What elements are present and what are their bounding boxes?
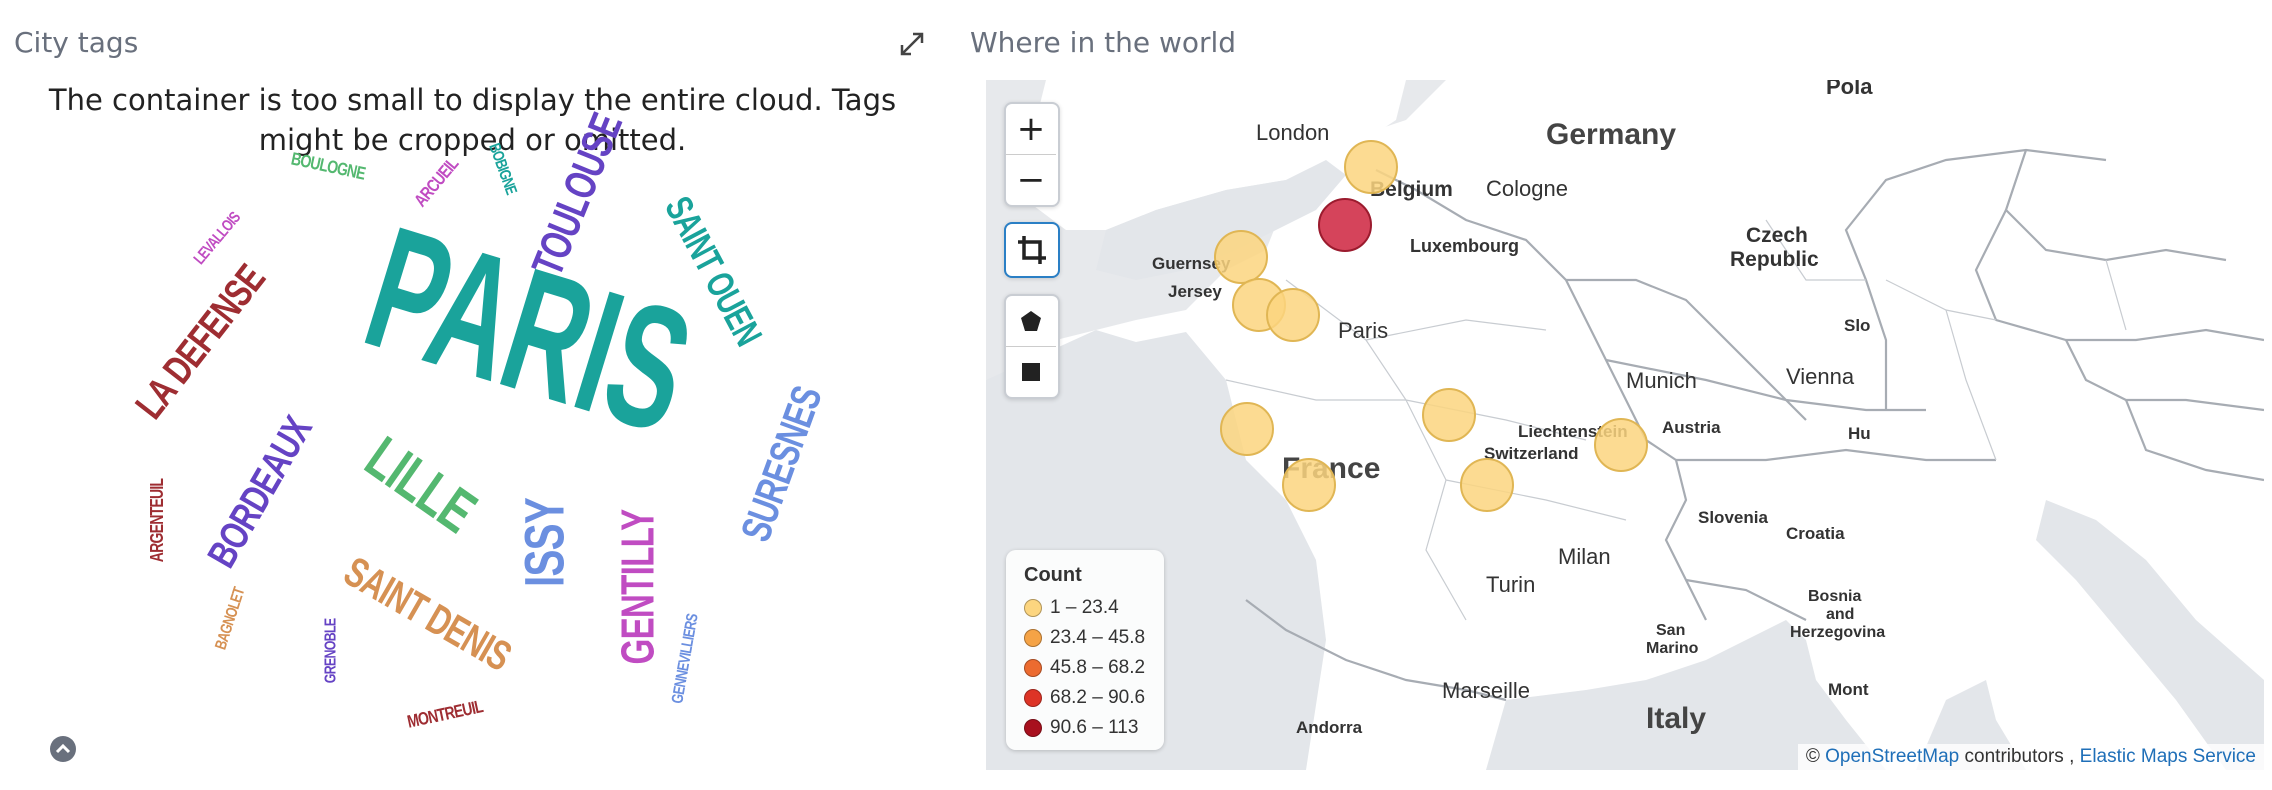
label-paris: Paris: [1338, 318, 1389, 343]
legend-item: 68.2 – 90.6: [1024, 683, 1164, 713]
attribution-contributors: contributors: [1964, 746, 2064, 767]
legend-swatch: [1024, 659, 1042, 677]
legend-label: 1 – 23.4: [1050, 597, 1119, 618]
zoom-control: + −: [1004, 102, 1060, 207]
legend-label: 23.4 – 45.8: [1050, 627, 1146, 648]
label-switzerland: Switzerland: [1484, 444, 1579, 463]
map-circle[interactable]: [1214, 230, 1268, 284]
label-turin: Turin: [1486, 572, 1536, 597]
map-circle[interactable]: [1344, 140, 1398, 194]
legend-swatch: [1024, 689, 1042, 707]
label-mont: Mont: [1828, 680, 1869, 699]
draw-polygon-button[interactable]: [1006, 296, 1056, 346]
coordinate-map[interactable]: London Germany Belgium Cologne Luxembour…: [986, 80, 2264, 770]
attribution-separator: ,: [2069, 746, 2075, 767]
legend-swatch: [1024, 629, 1042, 647]
label-marino: Marino: [1646, 640, 1699, 657]
label-london: London: [1256, 120, 1330, 145]
label-cologne: Cologne: [1486, 176, 1568, 201]
label-andorra: Andorra: [1296, 718, 1363, 737]
attribution-prefix: ©: [1805, 746, 1820, 767]
map-attribution: © OpenStreetMap contributors , Elastic M…: [1797, 744, 2264, 770]
label-croatia: Croatia: [1786, 524, 1845, 543]
map-circle[interactable]: [1594, 418, 1648, 472]
label-bosnia: Bosnia: [1808, 588, 1862, 605]
tag-argenteuil[interactable]: ARGENTEUIL: [147, 478, 167, 563]
label-republic: Republic: [1730, 248, 1819, 271]
polygon-icon: [1021, 311, 1041, 331]
map-circle[interactable]: [1422, 388, 1476, 442]
tag-bobigne[interactable]: BOBIGNE: [485, 141, 520, 197]
zoom-out-button[interactable]: −: [1006, 154, 1056, 205]
label-austria: Austria: [1662, 418, 1721, 437]
tag-issy[interactable]: ISSY: [512, 497, 576, 588]
legend-label: 45.8 – 68.2: [1050, 657, 1146, 678]
label-vienna: Vienna: [1786, 364, 1855, 389]
tag-lille[interactable]: LILLE: [353, 423, 488, 546]
label-pol: Pola: [1826, 80, 1873, 99]
label-czech: Czech: [1746, 224, 1808, 247]
legend-label: 90.6 – 113: [1050, 717, 1139, 738]
label-san: San: [1656, 622, 1686, 639]
label-luxembourg: Luxembourg: [1410, 236, 1520, 256]
tag-bordeaux[interactable]: BORDEAUX: [199, 409, 321, 575]
map-circle[interactable]: [1266, 288, 1320, 342]
label-milan: Milan: [1558, 544, 1611, 569]
label-italy: Italy: [1646, 702, 1707, 735]
zoom-in-button[interactable]: +: [1016, 109, 1046, 149]
tag-gentilly[interactable]: GENTILLY: [611, 509, 664, 665]
legend-item: 90.6 – 113: [1024, 713, 1164, 743]
label-marseille: Marseille: [1442, 678, 1531, 703]
legend-label: 68.2 – 90.6: [1050, 687, 1146, 708]
map-circle[interactable]: [1460, 458, 1514, 512]
city-tags-title: City tags: [14, 26, 139, 59]
square-icon: [1022, 363, 1040, 381]
draw-rectangle-button[interactable]: [1006, 346, 1056, 397]
tag-saint-denis[interactable]: SAINT DENIS: [336, 547, 520, 680]
osm-link[interactable]: OpenStreetMap: [1825, 746, 1960, 767]
draw-control: [1004, 294, 1060, 399]
label-germany: Germany: [1546, 118, 1677, 151]
tag-cloud: PARIS LA DEFENSE TOULOUSE SAINT OUEN SUR…: [0, 107, 940, 750]
label-and: and: [1826, 606, 1855, 623]
map-circle[interactable]: [1220, 402, 1274, 456]
tag-la-defense[interactable]: LA DEFENSE: [127, 257, 274, 428]
crop-icon: [1018, 236, 1046, 264]
label-herzegovina: Herzegovina: [1790, 624, 1886, 641]
map-title: Where in the world: [970, 26, 1237, 59]
tag-suresnes[interactable]: SURESNES: [731, 380, 831, 548]
label-hu: Hu: [1848, 424, 1871, 443]
map-legend: Count 1 – 23.4 23.4 – 45.8 45.8 – 68.2 6…: [1006, 550, 1164, 750]
cloud-warning: The container is too small to display th…: [48, 83, 897, 157]
expand-icon[interactable]: [898, 30, 926, 58]
label-slo: Slo: [1844, 316, 1871, 335]
tag-montreuil[interactable]: MONTREUIL: [405, 696, 485, 732]
fit-bounds-button[interactable]: [1004, 222, 1060, 278]
legend-title: Count: [1024, 564, 1082, 586]
tag-boulogne[interactable]: BOULOGNE: [289, 148, 367, 184]
tag-bagnolet[interactable]: BAGNOLET: [212, 585, 249, 652]
map-circle[interactable]: [1282, 458, 1336, 512]
legend-swatch: [1024, 599, 1042, 617]
ems-link[interactable]: Elastic Maps Service: [2079, 746, 2256, 767]
tag-grenoble[interactable]: GRENOBLE: [322, 618, 340, 684]
legend-item: 1 – 23.4: [1024, 593, 1164, 623]
label-jersey: Jersey: [1168, 282, 1222, 301]
collapse-icon[interactable]: [48, 734, 78, 764]
legend-item: 45.8 – 68.2: [1024, 653, 1164, 683]
legend-item: 23.4 – 45.8: [1024, 623, 1164, 653]
legend-swatch: [1024, 719, 1042, 737]
map-circle[interactable]: [1318, 198, 1372, 252]
label-guernsey: Guernsey: [1152, 254, 1231, 273]
tag-gennevilliers[interactable]: GENNEVILLIERS: [669, 612, 702, 705]
label-slovenia: Slovenia: [1698, 508, 1768, 527]
label-munich: Munich: [1626, 368, 1697, 393]
